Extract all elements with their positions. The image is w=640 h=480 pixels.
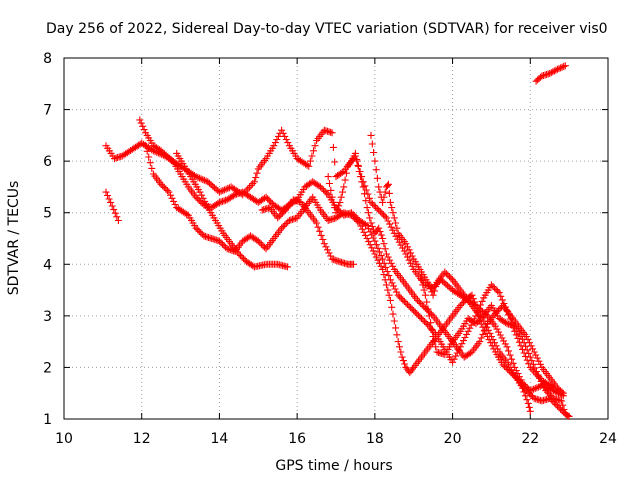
series-track-j <box>532 62 569 85</box>
series-track-i <box>418 276 573 420</box>
x-tick-label: 24 <box>599 431 617 447</box>
point-marker <box>367 131 534 415</box>
y-tick-label: 6 <box>43 154 52 170</box>
y-tick-label: 3 <box>43 309 52 325</box>
series-track-b <box>102 188 122 224</box>
point-marker <box>258 196 357 268</box>
y-tick-label: 2 <box>43 360 52 376</box>
point-marker <box>102 188 122 224</box>
x-tick-label: 22 <box>521 431 539 447</box>
data-marks <box>102 62 573 420</box>
point-marker <box>324 149 567 397</box>
y-tick-label: 7 <box>43 103 52 119</box>
y-tick-label: 8 <box>43 51 52 67</box>
chart-title: Day 256 of 2022, Sidereal Day-to-day VTE… <box>46 21 608 37</box>
y-tick-label: 5 <box>43 206 52 222</box>
x-tick-label: 18 <box>366 431 384 447</box>
series-track-h <box>367 131 534 415</box>
grid <box>64 58 608 419</box>
x-tick-label: 16 <box>288 431 306 447</box>
point-marker <box>418 276 573 420</box>
point-marker <box>173 149 291 271</box>
y-tick-label: 1 <box>43 412 52 428</box>
x-tick-label: 20 <box>444 431 462 447</box>
y-tick-label: 4 <box>43 257 52 273</box>
plot-frame <box>63 57 609 420</box>
point-marker <box>136 116 558 392</box>
point-marker <box>532 62 569 85</box>
series-track-g <box>324 149 567 397</box>
point-marker <box>102 126 567 400</box>
y-axis-label: SDTVAR / TECUs <box>6 181 22 296</box>
series-track-a <box>102 126 567 400</box>
series-track-f <box>258 196 357 268</box>
x-tick-label: 14 <box>211 431 229 447</box>
series-track-e <box>173 149 291 271</box>
x-axis-label: GPS time / hours <box>275 458 392 474</box>
x-tick-label: 10 <box>55 431 73 447</box>
series-track-c <box>136 116 558 392</box>
x-tick-label: 12 <box>133 431 151 447</box>
